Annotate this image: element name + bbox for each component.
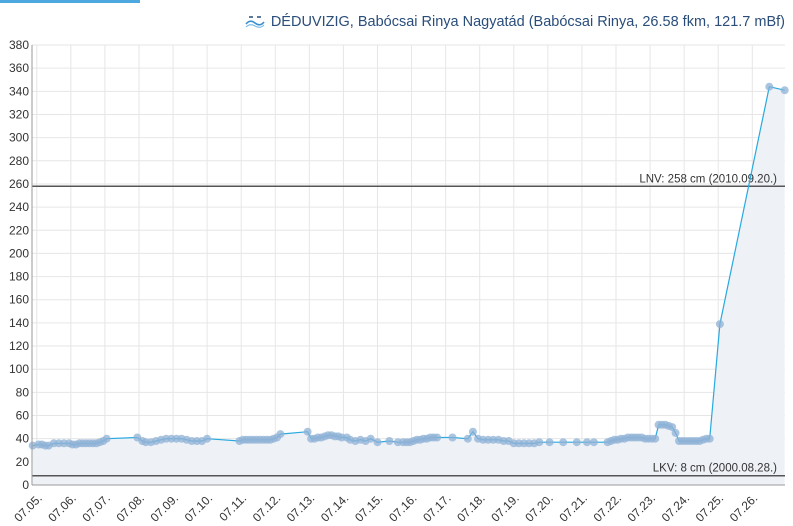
data-point	[780, 86, 789, 95]
x-tick-label: 07.05.	[11, 491, 44, 524]
y-tick-label: 180	[9, 270, 29, 284]
series-line	[32, 85, 785, 447]
y-tick-label: 380	[9, 38, 29, 52]
data-point	[668, 423, 677, 432]
x-tick-label: 07.15.	[352, 491, 385, 524]
x-tick-label: 07.06.	[45, 491, 78, 524]
x-tick-label: 07.26.	[727, 491, 760, 524]
vizig-logo-icon	[245, 15, 265, 29]
x-tick-label: 07.13.	[284, 491, 317, 524]
reference-line-label: LKV: 8 cm (2000.08.28.)	[653, 463, 777, 475]
data-point	[705, 434, 714, 443]
x-tick-label: 07.18.	[454, 491, 487, 524]
y-tick-label: 40	[16, 432, 30, 446]
data-point	[463, 434, 472, 443]
series-markers	[28, 82, 789, 450]
x-tick-label: 07.08.	[114, 491, 147, 524]
y-tick-label: 240	[9, 200, 29, 214]
x-tick-label: 07.09.	[148, 491, 181, 524]
y-tick-label: 60	[16, 409, 30, 423]
y-tick-label: 160	[9, 293, 29, 307]
grid	[32, 44, 785, 486]
y-tick-label: 20	[16, 455, 30, 469]
data-point	[203, 434, 212, 443]
x-tick-label: 07.17.	[420, 491, 453, 524]
x-tick-label: 07.19.	[488, 491, 521, 524]
x-tick-label: 07.10.	[182, 491, 215, 524]
data-point	[572, 438, 581, 447]
y-tick-label: 360	[9, 61, 29, 75]
y-tick-label: 120	[9, 339, 29, 353]
data-point	[651, 434, 660, 443]
y-tick-label: 260	[9, 177, 29, 191]
data-point	[535, 438, 544, 447]
reference-line-label: LNV: 258 cm (2010.09.20.)	[639, 173, 777, 185]
y-tick-label: 280	[9, 154, 29, 168]
x-tick-label: 07.20.	[522, 491, 555, 524]
data-point	[102, 434, 111, 443]
data-point	[589, 438, 598, 447]
y-tick-label: 140	[9, 316, 29, 330]
x-tick-label: 07.23.	[625, 491, 658, 524]
area-fill	[32, 86, 785, 485]
data-point	[583, 438, 591, 447]
x-tick-label: 07.11.	[216, 491, 249, 524]
y-tick-label: 340	[9, 84, 29, 98]
y-tick-label: 80	[16, 385, 30, 399]
series-path	[32, 85, 785, 447]
x-tick-label: 07.22.	[591, 491, 624, 524]
data-point	[545, 438, 554, 447]
x-tick-label: 07.14.	[318, 491, 351, 524]
chart-title: DÉDUVIZIG, Babócsai Rinya Nagyatád (Babó…	[270, 14, 785, 30]
x-tick-label: 07.16.	[386, 491, 419, 524]
y-tick-label: 100	[9, 362, 29, 376]
y-tick-label: 220	[9, 223, 29, 237]
data-point	[385, 437, 394, 445]
data-point	[559, 438, 568, 447]
y-tick-label: 0	[22, 478, 29, 492]
y-tick-label: 200	[9, 246, 29, 260]
data-point	[715, 320, 724, 329]
x-tick-label: 07.07.	[79, 491, 112, 524]
data-point	[671, 428, 680, 437]
x-tick-label: 07.21.	[556, 491, 589, 524]
chart-header: DÉDUVIZIG, Babócsai Rinya Nagyatád (Babó…	[245, 14, 785, 30]
data-point	[468, 427, 477, 436]
x-tick-label: 07.25.	[693, 491, 726, 524]
data-point	[373, 438, 382, 447]
y-tick-label: 300	[9, 131, 29, 145]
data-point	[765, 82, 774, 91]
data-point	[433, 433, 442, 442]
data-point	[276, 430, 285, 439]
series-area	[32, 86, 785, 485]
data-point	[303, 427, 312, 436]
x-tick-label: 07.12.	[250, 491, 283, 524]
top-accent-bar	[0, 0, 140, 3]
reference-lines: LNV: 258 cm (2010.09.20.) LKV: 8 cm (2000…	[32, 173, 785, 477]
x-tick-label: 07.24.	[659, 491, 692, 524]
data-point	[448, 433, 457, 442]
data-point	[366, 434, 375, 443]
y-tick-label: 320	[9, 107, 29, 121]
